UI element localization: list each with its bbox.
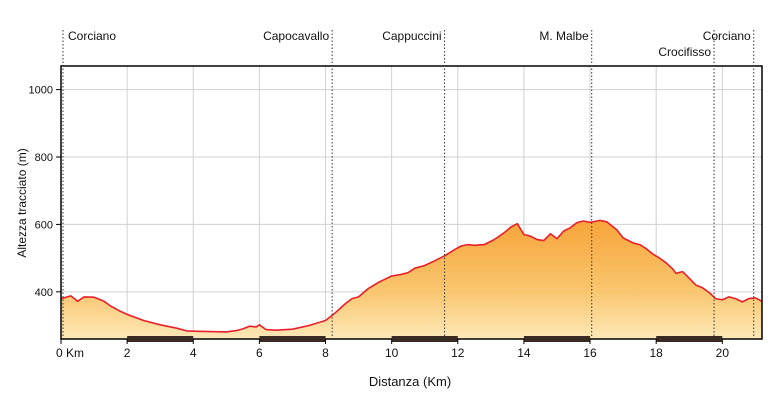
x-tick-label-8: 16 bbox=[583, 346, 597, 360]
elevation-fill bbox=[61, 220, 762, 339]
scale-segment-14 bbox=[523, 336, 591, 342]
scale-segment-10 bbox=[391, 336, 458, 342]
grid-lines bbox=[61, 66, 762, 339]
landmark-label-2: Cappuccini bbox=[382, 29, 441, 43]
scale-segment-6 bbox=[259, 336, 326, 342]
landmark-label-3: M. Malbe bbox=[539, 29, 589, 43]
x-axis-title: Distanza (Km) bbox=[369, 374, 451, 389]
landmark-label-0: Corciano bbox=[68, 29, 116, 43]
elevation-line bbox=[60, 219, 763, 333]
x-tick-label-2: 4 bbox=[190, 346, 197, 360]
axis-ticks: 0 Km 2 4 6 8 10 12 14 16 18 20 400 600 800 1000 bbox=[29, 85, 730, 360]
x-tick-label-4: 8 bbox=[322, 346, 329, 360]
x-tick-label-6: 12 bbox=[451, 346, 465, 360]
x-tick-label-1: 2 bbox=[124, 346, 131, 360]
scale-segment-18 bbox=[656, 336, 723, 342]
landmark-label-5: Corciano bbox=[703, 29, 751, 43]
y-axis-title: Altezza tracciato (m) bbox=[15, 148, 29, 257]
distance-scale-bar bbox=[127, 336, 723, 342]
scale-segment-2 bbox=[127, 336, 194, 342]
y-tick-label-3: 1000 bbox=[29, 85, 53, 97]
landmark-label-4: Crocifisso bbox=[658, 45, 711, 59]
x-tick-label-0: 0 Km bbox=[56, 346, 84, 360]
x-tick-label-5: 10 bbox=[385, 346, 399, 360]
y-tick-label-1: 600 bbox=[35, 219, 53, 231]
elevation-area bbox=[60, 219, 763, 339]
landmark-label-1: Capocavallo bbox=[263, 29, 329, 43]
x-tick-label-7: 14 bbox=[517, 346, 531, 360]
y-tick-label-0: 400 bbox=[35, 287, 53, 299]
x-tick-label-3: 6 bbox=[256, 346, 263, 360]
x-tick-label-9: 18 bbox=[650, 346, 664, 360]
y-tick-label-2: 800 bbox=[35, 152, 53, 164]
x-tick-label-10: 20 bbox=[716, 346, 730, 360]
landmark-markers: Corciano Capocavallo Cappuccini M. Malbe Cro… bbox=[62, 29, 755, 339]
